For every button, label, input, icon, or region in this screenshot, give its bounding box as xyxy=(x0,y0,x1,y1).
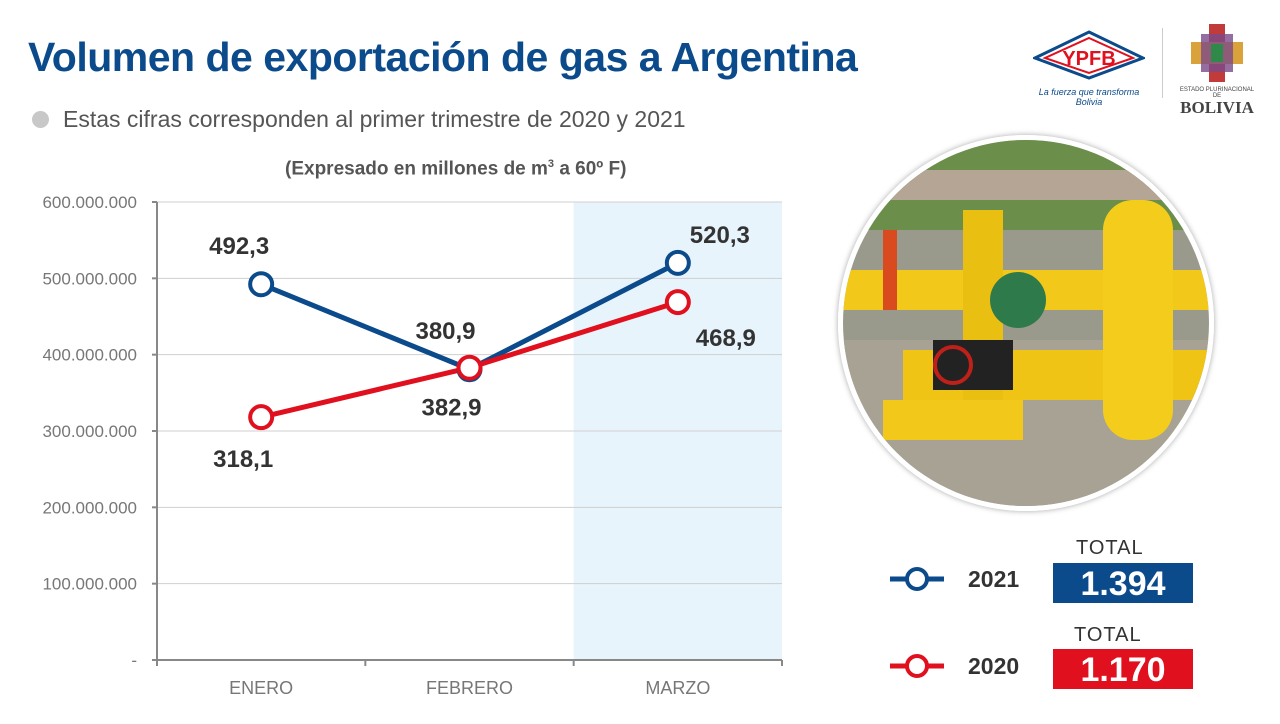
line-chart: - 100.000.000 200.000.000 300.000.000 400.00… xyxy=(42,193,783,698)
gas-pipeline-photo xyxy=(838,135,1214,511)
y-tick-label: 400.000.000 xyxy=(42,346,137,365)
data-label-2020: 318,1 xyxy=(213,446,273,473)
bullet-icon xyxy=(32,111,49,128)
data-label-2021: 380,9 xyxy=(415,318,475,345)
legend-item-2020: 2020 xyxy=(888,651,1048,681)
ypfb-tagline: La fuerza que transforma Bolivia xyxy=(1038,87,1140,107)
y-tick-label: 100.000.000 xyxy=(42,575,137,594)
legend-line-2020-icon xyxy=(890,654,944,678)
y-tick-label: 500.000.000 xyxy=(42,269,137,288)
data-point-2020 xyxy=(248,404,275,431)
subtitle: Estas cifras corresponden al primer trim… xyxy=(32,106,686,133)
x-tick-label: ENERO xyxy=(229,678,293,698)
total-label-2020: TOTAL xyxy=(1074,624,1142,646)
data-label-2021: 492,3 xyxy=(209,233,269,260)
legend-line-2021-icon xyxy=(890,567,944,591)
bolivia-emblem-icon xyxy=(1191,24,1243,82)
total-value-2020: 1.170 xyxy=(1053,649,1193,689)
chart-title-sup: 3 xyxy=(547,158,555,170)
bolivia-logo: ESTADO PLURINACIONAL DE BOLIVIA xyxy=(1178,24,1256,116)
x-tick-label: FEBRERO xyxy=(426,678,513,698)
ypfb-logo: YPFB La fuerza que transforma Bolivia xyxy=(1031,30,1147,107)
total-value-2021: 1.394 xyxy=(1053,563,1193,603)
bolivia-big-text: BOLIVIA xyxy=(1180,98,1254,117)
legend-item-2021: 2021 xyxy=(888,564,1048,594)
y-tick-label: 300.000.000 xyxy=(42,422,137,441)
data-label-2021: 520,3 xyxy=(690,222,750,249)
bolivia-small-text: ESTADO PLURINACIONAL DE xyxy=(1179,87,1255,99)
logo-divider xyxy=(1162,28,1163,98)
ypfb-logo-text: YPFB xyxy=(1062,48,1115,70)
data-label-2020: 468,9 xyxy=(696,325,756,352)
y-tick-label: - xyxy=(131,651,137,670)
total-label-2021: TOTAL xyxy=(1076,537,1144,559)
chart-title: (Expresado en millones de m3 a 60º F) xyxy=(285,158,626,180)
legend-label-2021: 2021 xyxy=(968,565,1020,592)
subtitle-text: Estas cifras corresponden al primer trim… xyxy=(63,106,686,132)
data-point-2021 xyxy=(664,249,691,276)
data-point-2020 xyxy=(456,354,483,381)
x-tick-label: MARZO xyxy=(645,678,710,698)
y-tick-label: 600.000.000 xyxy=(42,193,137,212)
chart-title-end: a 60º F) xyxy=(554,158,627,180)
chart-title-main: (Expresado en millones de m xyxy=(285,158,548,180)
data-point-2021 xyxy=(248,271,275,298)
page-title: Volumen de exportación de gas a Argentin… xyxy=(28,34,858,80)
legend-label-2020: 2020 xyxy=(968,652,1020,679)
y-tick-label: 200.000.000 xyxy=(42,498,137,517)
data-label-2020: 382,9 xyxy=(421,395,481,422)
data-point-2020 xyxy=(664,289,691,316)
